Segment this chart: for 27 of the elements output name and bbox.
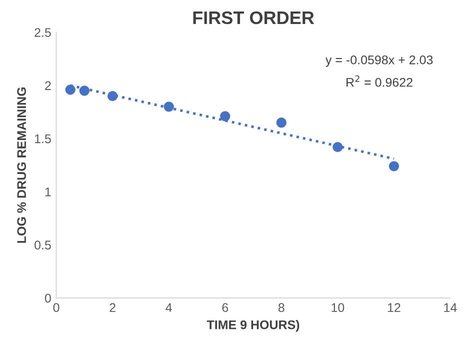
y-axis-title: LOG % DRUG REMAINING [17, 87, 26, 243]
y-tick-label: 2 [45, 81, 51, 90]
x-tick-label: 8 [278, 303, 284, 312]
x-tick-label: 0 [53, 303, 60, 312]
point [220, 111, 230, 122]
x-tick-label: 14 [444, 303, 457, 312]
x-tick-label: 10 [332, 303, 344, 312]
chart-title: FIRST ORDER [193, 11, 314, 24]
annotation: R$^{2}$ = 0.9622 [346, 75, 412, 87]
point [107, 90, 118, 102]
y-tick-label: 1.5 [34, 134, 51, 144]
x-tick-label: 2 [110, 303, 116, 312]
point [164, 102, 174, 112]
x-tick-label: 6 [222, 303, 228, 312]
point [276, 118, 286, 128]
x-tick-label: 4 [166, 303, 172, 312]
point [79, 86, 90, 96]
x-axis-title: TIME 9 HOURS) [206, 320, 300, 332]
x-tick-label: 12 [388, 303, 400, 312]
y-tick-label: 2.5 [34, 28, 51, 37]
y-tick-label: 0.5 [34, 240, 51, 250]
point [65, 84, 76, 95]
point [388, 161, 400, 172]
y-tick-label: 1 [45, 188, 51, 196]
annotation: y = -0.0598x + 2.03 [326, 55, 433, 67]
y-tick-label: 0 [44, 294, 51, 303]
point [332, 142, 343, 152]
